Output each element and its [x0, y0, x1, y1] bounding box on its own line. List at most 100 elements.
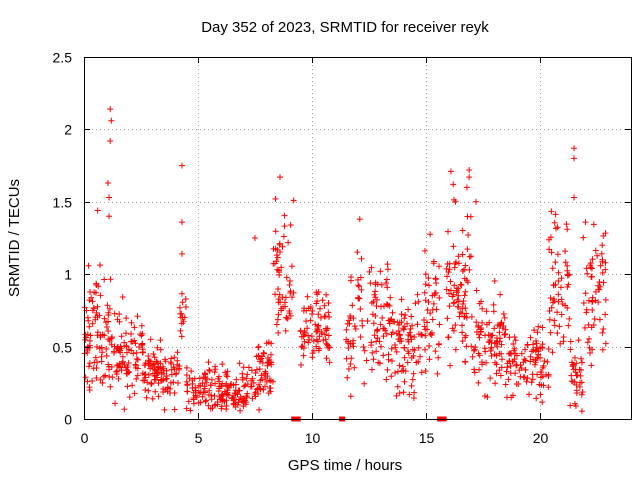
data-point [101, 315, 108, 322]
data-point [93, 375, 100, 382]
y-axis-title: SRMTID / TECUs [6, 179, 23, 297]
data-point [350, 343, 357, 350]
data-point [491, 278, 498, 285]
data-point [104, 179, 111, 186]
data-point [125, 360, 132, 367]
data-point [283, 314, 290, 321]
data-point [196, 375, 203, 382]
data-point [376, 360, 383, 367]
data-point [506, 334, 513, 341]
data-point [455, 260, 462, 267]
data-point [452, 346, 459, 353]
data-point [535, 348, 542, 355]
data-point [588, 362, 595, 369]
y-tick-labels: 0 0.5 1 1.5 2 2.5 [53, 50, 73, 428]
data-point [143, 394, 150, 401]
data-point [546, 308, 553, 315]
data-point [203, 397, 210, 404]
data-point [297, 362, 304, 369]
data-point [412, 300, 419, 307]
data-point [380, 333, 387, 340]
data-point [383, 330, 390, 337]
data-point [415, 358, 422, 365]
data-point [428, 329, 435, 336]
data-point [559, 300, 566, 307]
data-point [529, 376, 536, 383]
data-point [378, 281, 385, 288]
data-point [400, 326, 407, 333]
data-point [547, 329, 554, 336]
y-tick-label: 2 [64, 122, 72, 138]
data-point [176, 304, 183, 311]
data-point [239, 376, 246, 383]
data-point [398, 296, 405, 303]
data-point [274, 316, 281, 323]
data-point [287, 312, 294, 319]
data-point [105, 361, 112, 368]
data-point [465, 232, 472, 239]
data-point [493, 361, 500, 368]
data-point [434, 370, 441, 377]
data-point [467, 253, 474, 260]
data-point [97, 334, 104, 341]
data-point [466, 174, 473, 181]
data-point [573, 382, 580, 389]
data-point [557, 340, 564, 347]
data-point [223, 390, 230, 397]
data-point [562, 248, 569, 255]
data-point [183, 364, 190, 371]
data-point [356, 216, 363, 223]
data-point [147, 336, 154, 343]
data-point [539, 324, 546, 331]
data-point [207, 382, 214, 389]
data-point [255, 390, 262, 397]
data-point [103, 346, 110, 353]
x-axis-title: GPS time / hours [288, 457, 402, 474]
data-point [456, 313, 463, 320]
data-point [591, 315, 598, 322]
data-point [379, 314, 386, 321]
data-point [191, 400, 198, 407]
data-point [384, 266, 391, 273]
data-point [361, 347, 368, 354]
data-point [427, 330, 434, 337]
data-point [306, 336, 313, 343]
data-point [149, 395, 156, 402]
data-point [321, 302, 328, 309]
data-point [218, 392, 225, 399]
data-point [469, 353, 476, 360]
data-point [208, 376, 215, 383]
data-point [583, 306, 590, 313]
data-point [404, 359, 411, 366]
data-point [199, 393, 206, 400]
data-point [555, 277, 562, 284]
data-point [394, 383, 401, 390]
data-point [172, 371, 179, 378]
data-point [148, 364, 155, 371]
data-point [142, 374, 149, 381]
data-point [133, 375, 140, 382]
data-point [223, 380, 230, 387]
data-point [159, 363, 166, 370]
data-point [468, 313, 475, 320]
data-point [183, 405, 190, 412]
data-point [483, 359, 490, 366]
data-point [498, 341, 505, 348]
data-point [309, 310, 316, 317]
data-point [462, 262, 469, 269]
data-point [358, 286, 365, 293]
data-point [148, 380, 155, 387]
data-point [533, 344, 540, 351]
data-point [314, 291, 321, 298]
data-point [415, 298, 422, 305]
data-point [273, 258, 280, 265]
data-point [95, 283, 102, 290]
data-point [588, 273, 595, 280]
data-point [122, 330, 129, 337]
data-point [113, 371, 120, 378]
data-point [183, 372, 190, 379]
data-point [373, 303, 380, 310]
data-point [447, 278, 454, 285]
data-point [539, 373, 546, 380]
data-point [202, 398, 209, 405]
